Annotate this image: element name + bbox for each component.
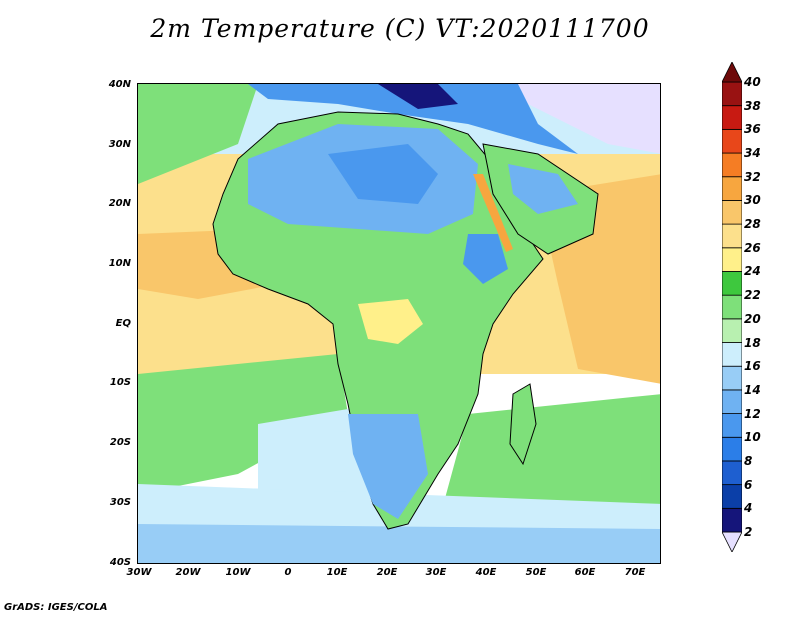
lon-label: 50E — [525, 567, 547, 578]
colorbar-label: 4 — [744, 501, 753, 516]
central-africa-warm — [358, 299, 423, 344]
colorbar-segment — [722, 436, 742, 462]
lat-label: 40N — [108, 79, 131, 90]
colorbar-segment — [722, 176, 742, 201]
colorbar-label: 40 — [744, 75, 761, 89]
lat-label: 20N — [108, 198, 131, 209]
colorbar-label: 18 — [744, 335, 761, 350]
lon-label: 10E — [326, 567, 348, 578]
lon-label: 20W — [175, 567, 201, 578]
colorbar — [722, 62, 742, 552]
colorbar-segment — [722, 365, 742, 391]
colorbar-label: 22 — [744, 288, 761, 303]
colorbar-segment — [722, 342, 742, 367]
colorbar-segment — [722, 389, 742, 414]
colorbar-segment — [722, 484, 742, 509]
colorbar-label: 36 — [744, 122, 761, 137]
colorbar-label: 6 — [744, 477, 753, 492]
colorbar-segment — [722, 81, 742, 107]
colorbar-arrow-low — [722, 531, 742, 552]
arabia-blue — [508, 164, 578, 214]
colorbar-segment — [722, 294, 742, 320]
lon-label: 20E — [376, 567, 398, 578]
colorbar-segment — [722, 271, 742, 296]
colorbar-label: 8 — [744, 453, 753, 468]
colorbar-arrow-high — [722, 62, 742, 83]
colorbar-segment — [722, 200, 742, 225]
colorbar-label: 32 — [744, 169, 761, 184]
southern-africa-blue — [348, 414, 428, 519]
lat-label: 40S — [109, 557, 131, 568]
lat-label: 10S — [109, 377, 131, 388]
colorbar-segment — [722, 128, 742, 154]
ethiopian-highlands — [463, 234, 508, 284]
colorbar-segment — [722, 105, 742, 130]
lon-label: 40E — [475, 567, 497, 578]
lon-label: 30E — [425, 567, 447, 578]
lon-label: 60E — [574, 567, 596, 578]
north-cold-region — [518, 84, 660, 154]
colorbar-segment — [722, 318, 742, 343]
colorbar-segment — [722, 247, 742, 272]
lon-label: 70E — [624, 567, 646, 578]
colorbar-label: 10 — [744, 430, 761, 445]
colorbar-label: 20 — [744, 311, 761, 326]
lon-label: 10W — [225, 567, 251, 578]
colorbar-segment — [722, 223, 742, 249]
colorbar-segment — [722, 507, 742, 533]
credit-text: GrADS: IGES/COLA — [4, 602, 108, 613]
north-blue-region — [248, 84, 578, 154]
map-title: 2m Temperature (C) VT:2020111700 — [150, 14, 650, 43]
colorbar-label: 38 — [744, 98, 761, 113]
colorbar-segment — [722, 413, 742, 438]
lat-label: 30N — [108, 139, 131, 150]
colorbar-label: 2 — [744, 525, 753, 539]
temperature-map — [137, 83, 661, 564]
colorbar-label: 26 — [744, 240, 761, 255]
colorbar-label: 34 — [744, 146, 761, 161]
madagascar — [509, 383, 537, 466]
lat-label: 20S — [109, 437, 131, 448]
colorbar-label: 28 — [744, 217, 761, 232]
colorbar-label: 24 — [744, 264, 761, 279]
colorbar-label: 14 — [744, 382, 761, 397]
ocean-green-south-east — [438, 394, 660, 524]
lon-label: 30W — [126, 567, 152, 578]
lat-label: EQ — [115, 318, 131, 329]
colorbar-label: 16 — [744, 359, 761, 374]
ocean-green-south-west — [138, 354, 348, 494]
lon-label: 0 — [284, 567, 292, 578]
colorbar-segment — [722, 152, 742, 178]
sahara-deep-blue-zone — [328, 144, 438, 204]
lat-label: 30S — [109, 497, 131, 508]
colorbar-label: 30 — [744, 193, 761, 208]
colorbar-label: 12 — [744, 406, 761, 421]
europe-deep-blue — [378, 84, 458, 109]
colorbar-segment — [722, 460, 742, 486]
ocean-green-north — [138, 84, 258, 184]
red-sea — [473, 174, 513, 252]
lat-label: 10N — [108, 258, 131, 269]
